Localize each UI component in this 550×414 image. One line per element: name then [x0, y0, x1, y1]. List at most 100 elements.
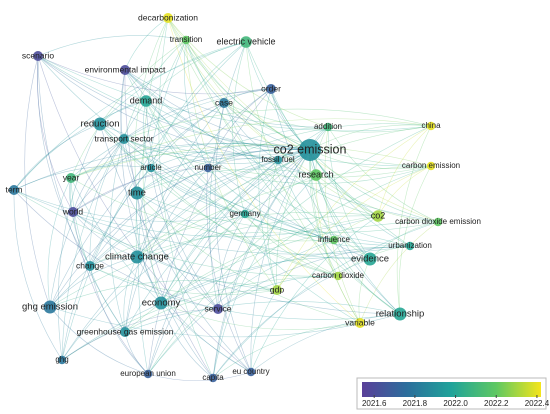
- edge: [158, 17, 214, 379]
- edge: [209, 41, 247, 310]
- edge: [160, 221, 439, 304]
- edge: [13, 189, 411, 255]
- node-label: fossil fuel: [261, 155, 295, 164]
- edge: [277, 159, 401, 315]
- edge: [13, 189, 63, 361]
- node-label: china: [421, 121, 441, 130]
- edge: [244, 213, 339, 277]
- edge: [136, 125, 432, 258]
- node: [33, 51, 43, 61]
- edge: [99, 123, 246, 215]
- edge: [124, 17, 169, 71]
- node-label: carbon emission: [402, 161, 460, 170]
- color-legend: 2021.6 2021.8 2022.0 2022.2 2022.4: [362, 395, 550, 408]
- node-label: article: [140, 163, 162, 172]
- edge: [212, 149, 311, 379]
- node: [323, 122, 333, 132]
- edge: [61, 149, 311, 361]
- edge: [327, 126, 371, 260]
- edge: [167, 17, 361, 324]
- edge: [160, 302, 361, 330]
- node: [140, 95, 152, 107]
- node: [329, 235, 339, 245]
- edge: [250, 149, 311, 373]
- edge: [333, 239, 401, 315]
- edge: [396, 125, 432, 315]
- edge: [70, 151, 279, 179]
- edge: [276, 149, 311, 291]
- node-label: decarbonization: [138, 12, 198, 22]
- edge: [217, 213, 246, 310]
- edge: [250, 313, 401, 373]
- node: [154, 296, 168, 310]
- edge: [309, 149, 439, 223]
- edge: [37, 55, 126, 333]
- color-tick-label: 2022.0: [443, 399, 468, 408]
- edge: [72, 167, 209, 213]
- edge: [124, 102, 225, 333]
- node: [372, 210, 384, 222]
- edge: [72, 211, 149, 375]
- node: [426, 161, 436, 171]
- edge: [315, 174, 439, 223]
- edge: [72, 211, 379, 238]
- edge: [123, 256, 138, 333]
- node: [181, 35, 191, 45]
- node-label: reduction: [80, 119, 119, 130]
- edge: [250, 289, 278, 373]
- node: [240, 36, 252, 48]
- node: [68, 207, 78, 217]
- edge: [327, 126, 439, 223]
- node: [146, 163, 156, 173]
- color-tick-label: 2021.6: [362, 399, 387, 408]
- edge: [89, 138, 125, 267]
- edge: [13, 189, 339, 277]
- edge: [207, 157, 279, 169]
- edge: [250, 215, 379, 373]
- node-label: number: [194, 163, 221, 172]
- edge: [145, 100, 311, 151]
- edge: [358, 258, 371, 324]
- edge: [309, 149, 371, 260]
- color-tick-label: 2022.2: [484, 399, 509, 408]
- edge: [244, 213, 411, 248]
- edge: [136, 126, 329, 194]
- edge: [150, 167, 339, 277]
- edge: [72, 102, 225, 213]
- edge: [147, 159, 279, 375]
- edge: [13, 41, 247, 191]
- edge: [123, 39, 187, 140]
- edge: [124, 69, 311, 151]
- edge: [49, 256, 138, 308]
- edge: [160, 149, 311, 304]
- edge: [309, 149, 411, 247]
- color-tick-label: 2021.8: [403, 399, 428, 408]
- edge: [49, 306, 149, 375]
- node-label: gdp: [270, 284, 284, 294]
- edge: [109, 138, 126, 333]
- node: [143, 369, 153, 379]
- edge: [245, 41, 311, 151]
- node: [393, 307, 407, 321]
- edge: [72, 211, 278, 291]
- edge: [359, 221, 439, 324]
- edge: [276, 239, 335, 291]
- edge: [37, 55, 335, 241]
- node-label: eu country: [232, 367, 269, 376]
- edge: [145, 100, 339, 277]
- edge: [309, 149, 339, 277]
- edge: [37, 55, 252, 373]
- node: [273, 155, 283, 165]
- edge: [70, 177, 126, 333]
- node-label: ghg emission: [22, 302, 78, 313]
- edge: [37, 55, 91, 267]
- edge: [167, 17, 317, 176]
- edge: [124, 149, 311, 333]
- node: [363, 252, 377, 266]
- edge: [160, 174, 317, 304]
- edge: [398, 165, 432, 315]
- edge: [70, 143, 311, 179]
- edge: [147, 165, 432, 375]
- node-label: case: [215, 97, 233, 107]
- edge: [277, 159, 379, 217]
